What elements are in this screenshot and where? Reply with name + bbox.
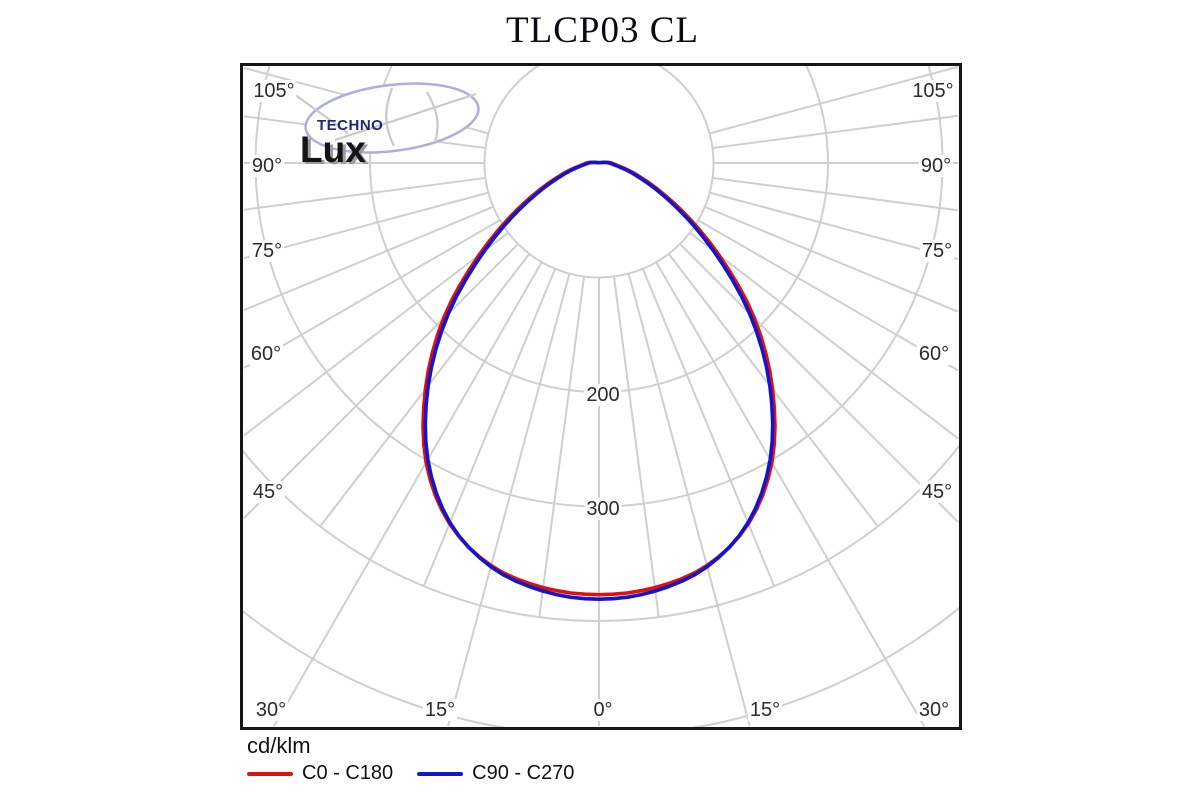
grid-spoke--45 [243, 243, 519, 520]
angle-label-90deg: 90° [918, 155, 954, 177]
polar-plot-canvas [243, 66, 959, 727]
angle-label-105deg: 105° [251, 80, 297, 102]
grid-spoke-minor [243, 231, 509, 437]
grid-spoke-45 [679, 243, 959, 524]
grid-spoke-minor [641, 268, 776, 587]
grid-spoke-minor [612, 276, 660, 618]
grid-spoke-minor [704, 205, 959, 313]
logo-sketch-arm2 [334, 92, 477, 142]
legend-label-c90-c270: C90 - C270 [472, 762, 575, 784]
grid-spoke-75 [709, 191, 959, 261]
grid-spoke-30 [655, 261, 925, 727]
grid-spoke-minor [538, 276, 586, 618]
logo-sketch-arc1 [385, 87, 395, 147]
angle-label-15deg: 15° [747, 699, 783, 721]
logo-sketch-arc2 [426, 91, 439, 143]
angle-label-30deg: 30° [253, 699, 289, 721]
legend: cd/klm C0 - C180 C90 - C270 [247, 733, 574, 785]
angle-label-60deg: 60° [248, 343, 284, 365]
angle-label-105deg: 105° [910, 80, 956, 102]
logo-text-techno: TECHNO [317, 117, 383, 134]
grid-spoke-minor [422, 268, 557, 587]
legend-label-c0-c180: C0 - C180 [302, 762, 394, 784]
legend-unit-label: cd/klm [247, 733, 311, 758]
grid-spoke-minor [712, 176, 959, 212]
grid-spoke-minor [689, 231, 959, 440]
grid-spoke-105 [709, 66, 959, 135]
angle-label-15deg: 15° [422, 699, 458, 721]
technolux-logo: TECHNO Lux Lux [283, 82, 480, 172]
angle-label-0deg: 0° [591, 699, 615, 721]
angle-label-30deg: 30° [916, 699, 952, 721]
grid-spoke--75 [243, 191, 489, 260]
angle-label-60deg: 60° [916, 343, 952, 365]
radial-value-label-200: 200 [584, 384, 622, 406]
grid-spoke--60 [243, 219, 501, 369]
grid-spoke-60 [697, 219, 959, 372]
legend-line-c0-c180 [247, 771, 293, 776]
grid-spoke-minor [712, 114, 959, 150]
title-bar: TLCP03 CL [242, 3, 963, 57]
curve-c90-c270 [423, 160, 775, 601]
angle-label-45deg: 45° [919, 481, 955, 503]
page-title: TLCP03 CL [506, 9, 699, 51]
legend-line-c90-c270 [417, 771, 464, 776]
grid-spoke-minor [243, 205, 494, 312]
grid-spoke--30 [273, 261, 543, 727]
grid-spoke-15 [627, 273, 751, 727]
logo-text-lux-shadow: Lux [303, 131, 369, 172]
grid-spoke--15 [447, 273, 571, 727]
logo-sketch-arm1 [293, 93, 349, 134]
angle-label-75deg: 75° [249, 240, 285, 262]
logo-text-lux: Lux [300, 129, 366, 170]
angle-label-75deg: 75° [919, 240, 955, 262]
radial-value-label-300: 300 [584, 498, 622, 520]
polar-grid [243, 66, 959, 727]
legend-row: C0 - C180 C90 - C270 [247, 762, 574, 785]
grid-spoke-minor [243, 176, 486, 211]
angle-label-90deg: 90° [249, 155, 285, 177]
polar-diagram: TECHNO Lux Lux 105° 105° 90° 90° 75° 75° 60° 60… [240, 63, 962, 730]
grid-circle-100 [483, 66, 715, 279]
angle-label-45deg: 45° [250, 481, 286, 503]
